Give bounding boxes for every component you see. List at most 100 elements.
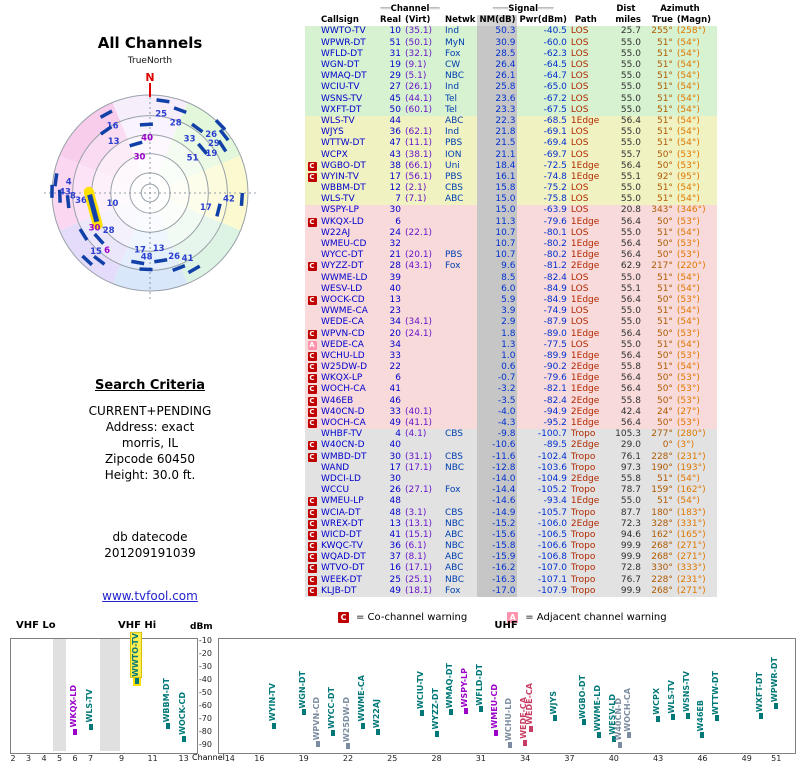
cell-callsign[interactable]: WTTW-DT: [319, 138, 377, 150]
cell-callsign[interactable]: WXFT-DT: [319, 104, 377, 116]
warning-cell: [305, 283, 319, 295]
cell-callsign[interactable]: WFLD-DT: [319, 48, 377, 60]
cell-callsign[interactable]: W40CN-D: [319, 406, 377, 418]
cell-callsign[interactable]: WOCH-CA: [319, 417, 377, 430]
cell-callsign[interactable]: WYZZ-DT: [319, 261, 377, 273]
search-criteria: Search Criteria CURRENT+PENDING Address:…: [20, 378, 280, 561]
cell-path: LOS: [568, 283, 609, 295]
cell-virt: (56.1): [403, 171, 443, 183]
cell-netwk: PBS: [443, 138, 478, 150]
cell-callsign[interactable]: WPWR-DT: [319, 37, 377, 49]
cell-pwr_dbm: -63.9: [517, 205, 569, 217]
warning-cell: [305, 149, 319, 161]
cell-callsign[interactable]: WREX-DT: [319, 518, 377, 530]
cell-callsign[interactable]: WEEK-DT: [319, 574, 377, 586]
cell-callsign[interactable]: WEDE-CA: [319, 317, 377, 329]
cell-callsign[interactable]: WCHU-LD: [319, 350, 377, 362]
cell-callsign[interactable]: WMBD-DT: [319, 451, 377, 463]
cell-callsign[interactable]: WWTO-TV: [319, 26, 377, 38]
co-channel-warning-icon: C: [307, 407, 317, 417]
cell-callsign[interactable]: WOCK-CD: [319, 294, 377, 307]
cell-callsign[interactable]: WKQX-LP: [319, 373, 377, 385]
cell-callsign[interactable]: WOCH-CA: [319, 384, 377, 396]
cell-nm_db: -16.3: [477, 574, 518, 586]
cell-dist_miles: 56.4: [608, 328, 643, 340]
signal-marker: [529, 726, 534, 733]
cell-callsign[interactable]: WQAD-DT: [319, 552, 377, 564]
cell-callsign[interactable]: WBBM-DT: [319, 183, 377, 195]
channel-marker-label: 28: [103, 226, 115, 236]
cell-dist_miles: 55.8: [608, 395, 643, 407]
cell-callsign[interactable]: WGBO-DT: [319, 160, 377, 172]
channel-row: WWTO-TV 10 (35.1) Ind 50.3 -40.5 LOS 25.7 255° (2…: [305, 26, 717, 38]
cell-callsign[interactable]: WLS-TV: [319, 194, 377, 206]
cell-callsign[interactable]: WSPY-LP: [319, 205, 377, 217]
channel-row: C WOCK-CD 13 5.9 -84.9 1Edge 56.4 50° (53°): [305, 294, 717, 307]
channel-marker-label: 41: [182, 254, 194, 264]
warning-cell: C: [305, 563, 319, 575]
cell-callsign[interactable]: WESV-LD: [319, 283, 377, 295]
cell-callsign[interactable]: WCIU-TV: [319, 82, 377, 94]
cell-path: LOS: [568, 227, 609, 239]
cell-nm_db: 18.4: [477, 160, 518, 172]
cell-callsign[interactable]: WHBF-TV: [319, 429, 377, 441]
cell-callsign[interactable]: WLS-TV: [319, 115, 377, 128]
search-height: Height: 30.0 ft.: [104, 468, 196, 482]
cell-az_magn: (220°): [674, 261, 717, 273]
channel-bar: [78, 228, 89, 241]
cell-callsign[interactable]: WYCC-DT: [319, 250, 377, 262]
cell-callsign[interactable]: WTVO-DT: [319, 563, 377, 575]
cell-real: 34: [377, 317, 403, 329]
cell-callsign[interactable]: WDCI-LD: [319, 473, 377, 486]
cell-callsign[interactable]: WJYS: [319, 127, 377, 139]
cell-path: LOS: [568, 37, 609, 49]
cell-callsign[interactable]: WSNS-TV: [319, 93, 377, 105]
cell-callsign[interactable]: KLJB-DT: [319, 585, 377, 597]
channel-row: WCPX 43 (38.1) ION 21.1 -69.7 LOS 55.7 50° (53°): [305, 149, 717, 161]
channel-bar: [93, 232, 105, 245]
cell-callsign[interactable]: WWME-LD: [319, 272, 377, 284]
cell-path: 2Edge: [568, 261, 609, 273]
cell-callsign[interactable]: WYIN-TV: [319, 171, 377, 183]
cell-pwr_dbm: -64.7: [517, 71, 569, 83]
cell-callsign[interactable]: WCCU: [319, 485, 377, 497]
cell-callsign[interactable]: WPVN-CD: [319, 328, 377, 340]
co-channel-warning-icon: C: [307, 396, 317, 406]
cell-nm_db: -15.8: [477, 541, 518, 553]
cell-callsign[interactable]: WAND: [319, 462, 377, 474]
channel-tick-label: 4: [41, 754, 47, 763]
tvfool-link[interactable]: www.tvfool.com: [102, 589, 198, 603]
cell-pwr_dbm: -82.4: [517, 395, 569, 407]
cell-virt: (40.1): [403, 406, 443, 418]
cell-callsign[interactable]: WICD-DT: [319, 529, 377, 541]
cell-callsign[interactable]: W46EB: [319, 395, 377, 407]
cell-pwr_dbm: -74.8: [517, 171, 569, 183]
search-address-type: Address: exact: [105, 420, 195, 434]
cell-callsign[interactable]: WKQX-LD: [319, 216, 377, 228]
cell-callsign[interactable]: WCIA-DT: [319, 507, 377, 519]
warning-cell: C: [305, 451, 319, 463]
warning-cell: [305, 71, 319, 83]
cell-callsign[interactable]: WGN-DT: [319, 59, 377, 72]
cell-callsign[interactable]: WWME-CA: [319, 306, 377, 318]
cell-callsign[interactable]: WMEU-LP: [319, 496, 377, 508]
cell-callsign[interactable]: W25DW-D: [319, 362, 377, 374]
cell-callsign[interactable]: WMAQ-DT: [319, 71, 377, 83]
real-channel-header: Real: [377, 15, 403, 27]
cell-callsign[interactable]: KWQC-TV: [319, 541, 377, 553]
cell-real: 17: [377, 462, 403, 474]
channel-row: A WEDE-CA 34 1.3 -77.5 LOS 55.0 51° (54°): [305, 339, 717, 351]
signal-callsign-label: WWTO-TV: [130, 631, 143, 678]
cell-callsign[interactable]: WMEU-CD: [319, 238, 377, 251]
warning-cell: C: [305, 529, 319, 541]
cell-callsign[interactable]: W40CN-D: [319, 440, 377, 452]
warning-cell: [305, 37, 319, 49]
cell-callsign[interactable]: W22AJ: [319, 227, 377, 239]
warning-cell: C: [305, 574, 319, 586]
adjacent-channel-legend-label: = Adjacent channel warning: [525, 612, 667, 623]
cell-callsign[interactable]: WCPX: [319, 149, 377, 161]
cell-callsign[interactable]: WEDE-CA: [319, 339, 377, 351]
cell-dist_miles: 56.4: [608, 250, 643, 262]
cell-az_magn: (53°): [674, 250, 717, 262]
